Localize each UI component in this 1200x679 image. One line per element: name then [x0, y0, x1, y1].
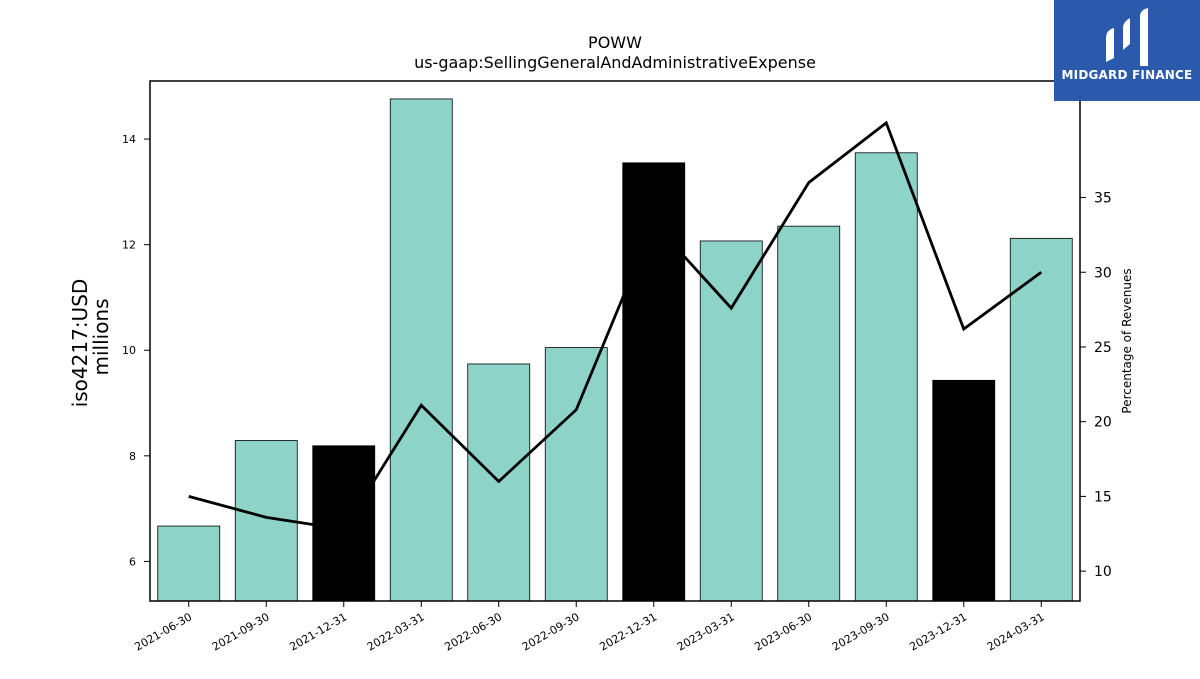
- brand-name: MIDGARD FINANCE: [1061, 68, 1193, 82]
- x-axis: 2021-06-30 2021-09-30 2021-12-31 2022-03-31…: [132, 601, 1047, 654]
- bar-2023-09-30: [854, 152, 918, 602]
- chart-title: POWW: [588, 33, 642, 52]
- y-axis-left: 6 8 10 12 14: [122, 133, 150, 568]
- x-tick-label: 2021-06-30: [132, 610, 194, 653]
- x-tick-label: 2021-09-30: [210, 610, 272, 653]
- line-layer: [188, 120, 1043, 531]
- y-left-tick-label: 8: [129, 450, 136, 463]
- y-left-tick-label: 14: [122, 133, 136, 146]
- x-tick-label: 2022-09-30: [520, 610, 582, 653]
- y-right-tick-label: 30: [1094, 265, 1112, 281]
- x-tick-label: 2023-06-30: [752, 610, 814, 653]
- bar-2023-12-31: [932, 379, 996, 602]
- brand-logo: MIDGARD FINANCE: [1054, 0, 1200, 101]
- bar-2021-12-31: [312, 445, 376, 602]
- logo-mark-icon: [1106, 8, 1148, 66]
- y-right-tick-label: 35: [1094, 191, 1112, 207]
- bar-2022-09-30: [544, 347, 608, 602]
- y-axis-right-label: Percentage of Revenues: [1120, 268, 1134, 413]
- bar-2022-03-31: [389, 98, 453, 602]
- y-axis-left-label-line2: millions: [89, 298, 113, 375]
- x-tick-label: 2022-12-31: [597, 610, 659, 653]
- chart-subtitle: us-gaap:SellingGeneralAndAdministrativeE…: [414, 53, 816, 72]
- y-right-tick-label: 10: [1094, 564, 1112, 580]
- x-tick-label: 2023-03-31: [675, 610, 737, 653]
- y-left-tick-label: 12: [122, 239, 136, 252]
- bar-2023-06-30: [777, 225, 841, 602]
- plot-frame: [149, 80, 1081, 602]
- y-left-tick-label: 10: [122, 344, 136, 357]
- percentage-line: [188, 120, 1043, 531]
- bar-2022-12-31: [622, 162, 686, 602]
- y-right-tick-label: 25: [1094, 340, 1112, 356]
- bars-layer: [157, 98, 1073, 602]
- y-right-tick-label: 15: [1094, 489, 1112, 505]
- bar-2024-03-31: [1009, 237, 1073, 602]
- x-tick-label: 2022-03-31: [365, 610, 427, 653]
- y-left-tick-label: 6: [129, 555, 136, 568]
- x-tick-label: 2022-06-30: [442, 610, 504, 653]
- x-tick-label: 2023-12-31: [907, 610, 969, 653]
- y-axis-right: 10 15 20 25 30 35: [1080, 191, 1112, 580]
- bar-2021-06-30: [157, 525, 221, 602]
- x-tick-label: 2021-12-31: [287, 610, 349, 653]
- bar-2023-03-31: [699, 240, 763, 602]
- x-tick-label: 2023-09-30: [830, 610, 892, 653]
- x-tick-label: 2024-03-31: [985, 610, 1047, 653]
- y-axis-left-label-line1: iso4217:USD: [68, 279, 92, 408]
- y-right-tick-label: 20: [1094, 415, 1112, 431]
